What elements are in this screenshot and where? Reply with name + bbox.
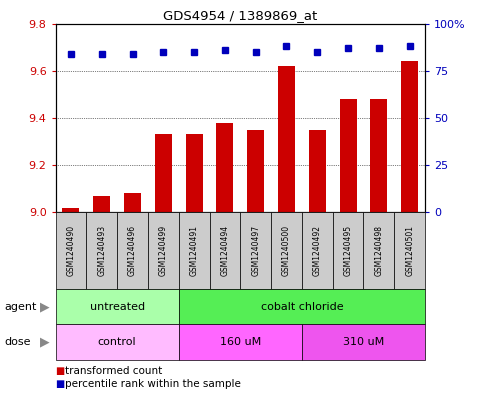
Bar: [401, 61, 418, 212]
Text: GSM1240490: GSM1240490: [67, 225, 75, 276]
Text: GSM1240494: GSM1240494: [220, 225, 229, 276]
Text: ■: ■: [56, 379, 65, 389]
Text: cobalt chloride: cobalt chloride: [260, 301, 343, 312]
Bar: [370, 99, 387, 212]
Text: 160 uM: 160 uM: [220, 337, 261, 347]
Bar: [62, 208, 79, 212]
Bar: [333, 212, 364, 289]
Text: agent: agent: [5, 301, 37, 312]
Bar: [179, 212, 210, 289]
Text: ■: ■: [56, 366, 65, 376]
Text: control: control: [98, 337, 136, 347]
Bar: [271, 212, 302, 289]
Bar: [148, 212, 179, 289]
Text: GSM1240501: GSM1240501: [405, 225, 414, 276]
Bar: [240, 212, 271, 289]
Text: ▶: ▶: [40, 300, 50, 313]
Text: GSM1240498: GSM1240498: [374, 225, 384, 276]
Bar: [247, 130, 264, 212]
Text: 310 uM: 310 uM: [343, 337, 384, 347]
Text: GSM1240499: GSM1240499: [159, 225, 168, 276]
Text: untreated: untreated: [89, 301, 145, 312]
Text: GSM1240496: GSM1240496: [128, 225, 137, 276]
Text: transformed count: transformed count: [65, 366, 162, 376]
Text: GSM1240500: GSM1240500: [282, 225, 291, 276]
Text: GSM1240493: GSM1240493: [97, 225, 106, 276]
Bar: [340, 99, 356, 212]
Bar: [56, 324, 179, 360]
Bar: [179, 324, 302, 360]
Text: dose: dose: [5, 337, 31, 347]
Bar: [86, 212, 117, 289]
Title: GDS4954 / 1389869_at: GDS4954 / 1389869_at: [163, 9, 317, 22]
Bar: [278, 66, 295, 212]
Bar: [302, 324, 425, 360]
Text: ▶: ▶: [40, 335, 50, 349]
Bar: [394, 212, 425, 289]
Text: percentile rank within the sample: percentile rank within the sample: [65, 379, 241, 389]
Bar: [302, 212, 333, 289]
Text: GSM1240492: GSM1240492: [313, 225, 322, 276]
Bar: [216, 123, 233, 212]
Bar: [56, 289, 179, 324]
Bar: [210, 212, 240, 289]
Bar: [309, 130, 326, 212]
Bar: [93, 196, 110, 212]
Text: GSM1240495: GSM1240495: [343, 225, 353, 276]
Bar: [56, 212, 86, 289]
Bar: [364, 212, 394, 289]
Bar: [155, 134, 172, 212]
Bar: [117, 212, 148, 289]
Text: GSM1240491: GSM1240491: [190, 225, 199, 276]
Text: GSM1240497: GSM1240497: [251, 225, 260, 276]
Bar: [124, 193, 141, 212]
Bar: [179, 289, 425, 324]
Bar: [185, 134, 202, 212]
